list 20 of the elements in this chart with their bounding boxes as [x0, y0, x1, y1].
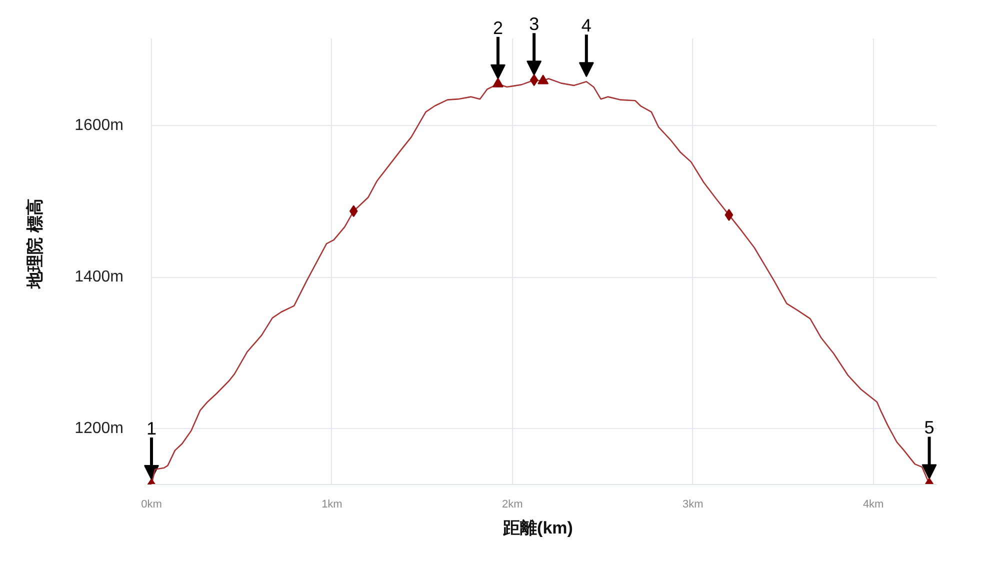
point: [530, 74, 538, 86]
annotation: 4: [581, 16, 592, 36]
x-tick-label: 0km: [141, 498, 162, 510]
x-tick-label: 4km: [862, 498, 884, 510]
point: [724, 208, 734, 221]
x-axis-title: 距離(km): [502, 518, 573, 538]
y-axis-title: 地理院 標高: [26, 198, 45, 290]
annotation: 5: [924, 418, 934, 438]
annotation: 2: [492, 18, 503, 38]
annotation: 3: [529, 14, 540, 34]
point: [538, 74, 549, 84]
point: [349, 205, 358, 218]
x-tick-label: 1km: [322, 498, 342, 510]
point: [492, 78, 504, 88]
x-tick-label: 3km: [682, 498, 704, 510]
y-tick-label: 1400m: [74, 268, 124, 286]
y-tick-label: 1200m: [74, 420, 124, 437]
annotation: 1: [146, 418, 157, 438]
x-tick-label: 2km: [502, 498, 523, 510]
y-tick-label: 1600m: [74, 117, 124, 134]
